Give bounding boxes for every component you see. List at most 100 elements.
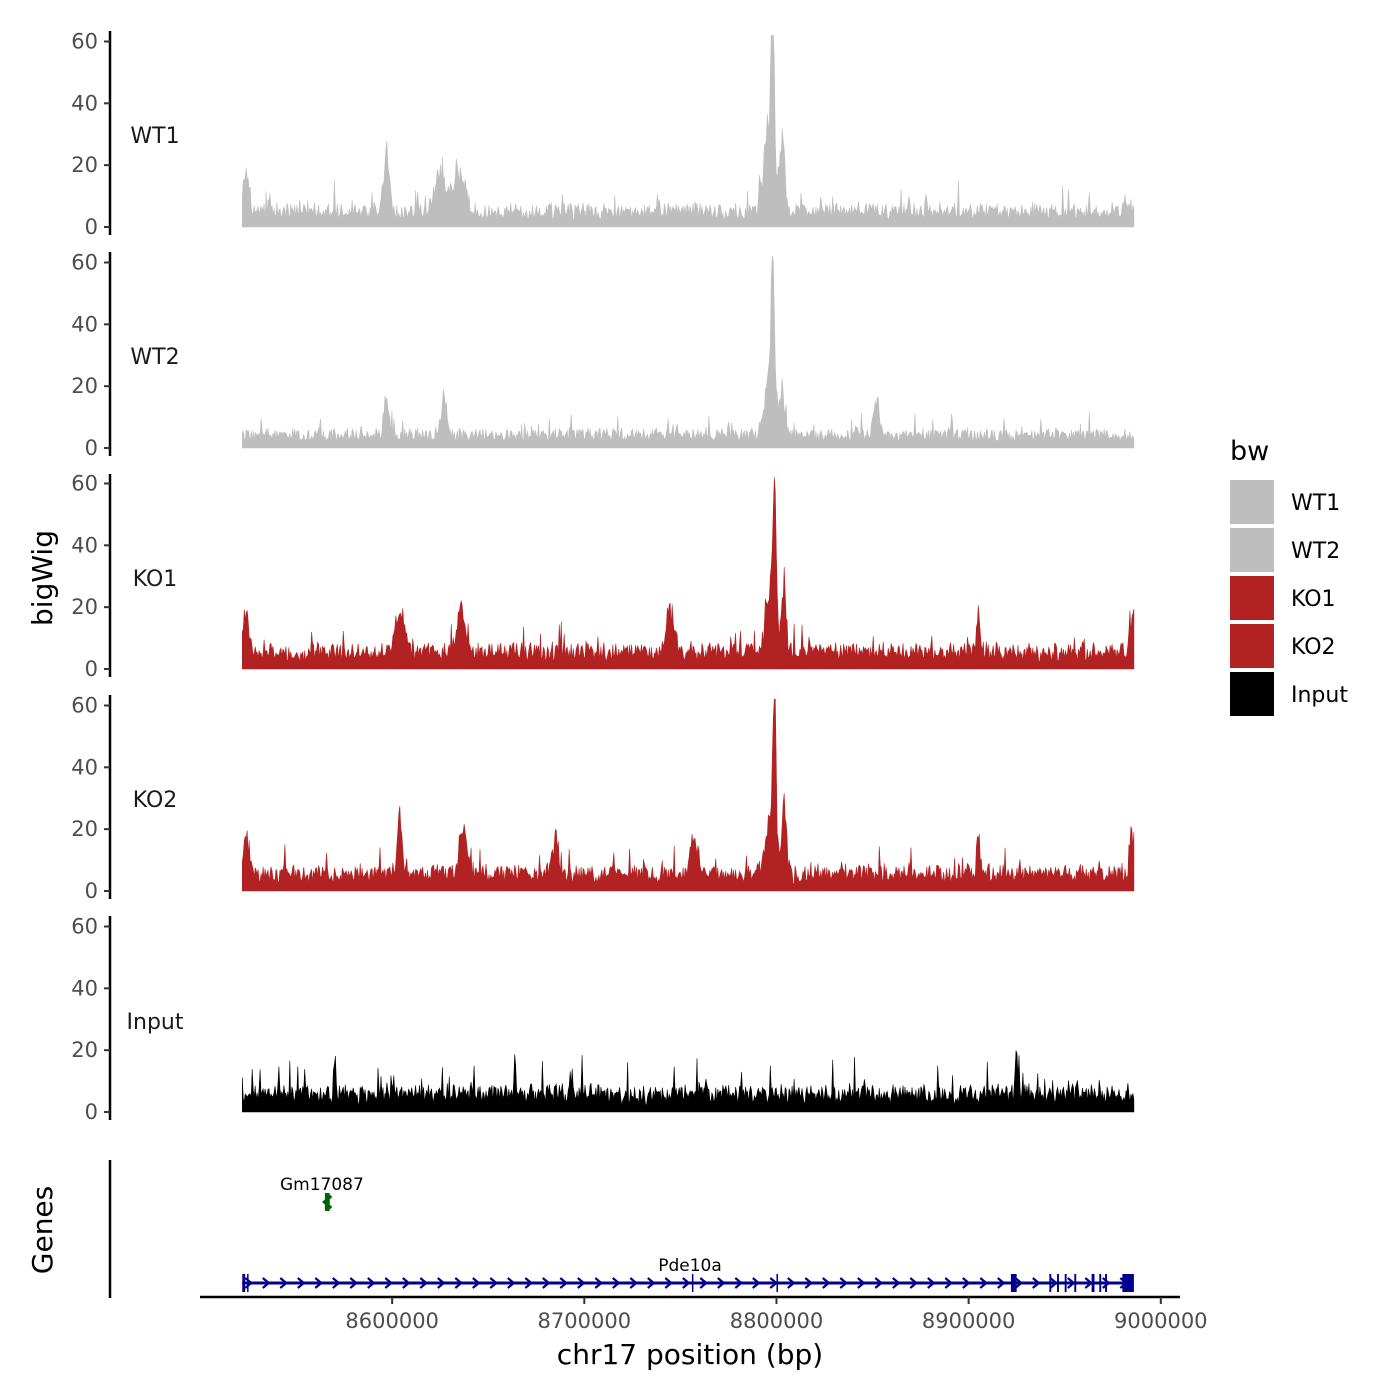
legend: bw WT1 WT2 KO1 KO2 Input	[1230, 436, 1348, 716]
exon	[776, 1274, 779, 1292]
strand-arrow	[1014, 1277, 1023, 1289]
track-label: KO1	[133, 567, 178, 592]
strand-arrow	[909, 1277, 918, 1289]
y-tick-label: 20	[71, 374, 98, 398]
gene-gm17087: Gm17087	[280, 1175, 364, 1211]
y-tick-label: 40	[71, 976, 98, 1000]
signal-area-ko1	[242, 477, 1135, 670]
exon	[1099, 1274, 1102, 1292]
y-tick-label: 60	[71, 251, 98, 275]
strand-arrow	[752, 1277, 761, 1289]
genes-axis-title: Genes	[26, 1186, 59, 1274]
strand-arrow	[892, 1277, 901, 1289]
y-tick-label: 20	[71, 153, 98, 177]
gene-pde10a: Pde10a	[242, 1256, 1134, 1292]
legend-label-ko2: KO2	[1291, 635, 1336, 660]
strand-arrow	[472, 1277, 481, 1289]
strand-arrow	[734, 1277, 743, 1289]
legend-swatch-ko1	[1230, 576, 1274, 620]
strand-arrow	[944, 1277, 953, 1289]
strand-arrow	[577, 1277, 586, 1289]
strand-arrow	[1102, 1277, 1111, 1289]
strand-arrow	[962, 1277, 971, 1289]
strand-arrow	[979, 1277, 988, 1289]
exon	[1049, 1274, 1052, 1292]
x-tick-label: 8900000	[922, 1309, 1016, 1333]
exon	[1091, 1274, 1095, 1292]
y-tick-label: 0	[85, 436, 98, 460]
strand-arrow	[489, 1277, 498, 1289]
x-axis-title: chr17 position (bp)	[557, 1338, 823, 1371]
y-tick-label: 40	[71, 312, 98, 336]
strand-arrow	[699, 1277, 708, 1289]
genes-track: Gm17087 Pde10a	[108, 1160, 1134, 1298]
x-tick-label: 8800000	[730, 1309, 824, 1333]
strand-arrow	[1049, 1277, 1058, 1289]
signal-area-input	[242, 1050, 1135, 1113]
track-label: Input	[127, 1010, 184, 1035]
strand-arrow	[612, 1277, 621, 1289]
exon	[242, 1274, 246, 1292]
strand-arrow	[419, 1277, 428, 1289]
strand-arrow	[664, 1277, 673, 1289]
track-label: KO2	[133, 788, 178, 813]
strand-arrow	[559, 1277, 568, 1289]
x-tick-label: 8600000	[345, 1309, 439, 1333]
strand-arrow	[1084, 1277, 1093, 1289]
exon	[1010, 1274, 1017, 1292]
legend-label-input: Input	[1291, 683, 1348, 708]
strand-arrow	[874, 1277, 883, 1289]
strand-arrow	[682, 1277, 691, 1289]
strand-arrow	[769, 1277, 778, 1289]
strand-arrow	[857, 1277, 866, 1289]
strand-arrow	[349, 1277, 358, 1289]
legend-label-ko1: KO1	[1291, 587, 1336, 612]
x-tick-label: 9000000	[1114, 1309, 1208, 1333]
exon	[691, 1274, 694, 1292]
legend-swatch-wt2	[1230, 528, 1274, 572]
legend-swatch-wt1	[1230, 480, 1274, 524]
legend-swatch-input	[1230, 672, 1274, 716]
strand-arrow	[839, 1277, 848, 1289]
exon	[1057, 1274, 1059, 1292]
exon	[247, 1274, 249, 1292]
legend-label-wt1: WT1	[1291, 491, 1340, 516]
y-tick-label: 20	[71, 1038, 98, 1062]
strand-arrow	[402, 1277, 411, 1289]
exon	[1105, 1274, 1107, 1292]
strand-arrow	[367, 1277, 376, 1289]
strand-arrow	[1032, 1277, 1041, 1289]
strand-arrow	[437, 1277, 446, 1289]
signal-area-wt1	[242, 34, 1135, 228]
track-input: 0 20 40 60 Input	[71, 915, 1135, 1124]
strand-arrow	[594, 1277, 603, 1289]
strand-arrow	[804, 1277, 813, 1289]
y-tick-label: 20	[71, 595, 98, 619]
legend-title: bw	[1230, 436, 1269, 467]
exon	[324, 1193, 330, 1211]
y-tick-label: 40	[71, 91, 98, 115]
track-label: WT2	[130, 345, 179, 370]
exon	[1122, 1274, 1134, 1292]
x-axis: 8600000 8700000 8800000 8900000 9000000	[200, 1295, 1208, 1333]
signal-tracks: 0 20 40 60 WT1 0 20 40 60 WT2 0 20 40 60 KO1 0 20 40 60 KO2…	[71, 30, 1135, 1124]
y-tick-label: 60	[71, 30, 98, 54]
strand-arrow	[454, 1277, 463, 1289]
strand-arrow	[279, 1277, 288, 1289]
strand-arrow	[787, 1277, 796, 1289]
y-tick-label: 40	[71, 533, 98, 557]
signal-area-ko2	[242, 698, 1135, 892]
strand-arrow	[629, 1277, 638, 1289]
track-wt1: 0 20 40 60 WT1	[71, 30, 1135, 239]
y-tick-label: 20	[71, 817, 98, 841]
strand-arrow	[262, 1277, 271, 1289]
strand-arrow	[524, 1277, 533, 1289]
strand-arrow	[822, 1277, 831, 1289]
strand-arrow	[1067, 1277, 1076, 1289]
track-ko2: 0 20 40 60 KO2	[71, 694, 1135, 903]
strand-arrow	[997, 1277, 1006, 1289]
y-tick-label: 40	[71, 755, 98, 779]
y-tick-label: 60	[71, 694, 98, 718]
strand-arrow	[717, 1277, 726, 1289]
